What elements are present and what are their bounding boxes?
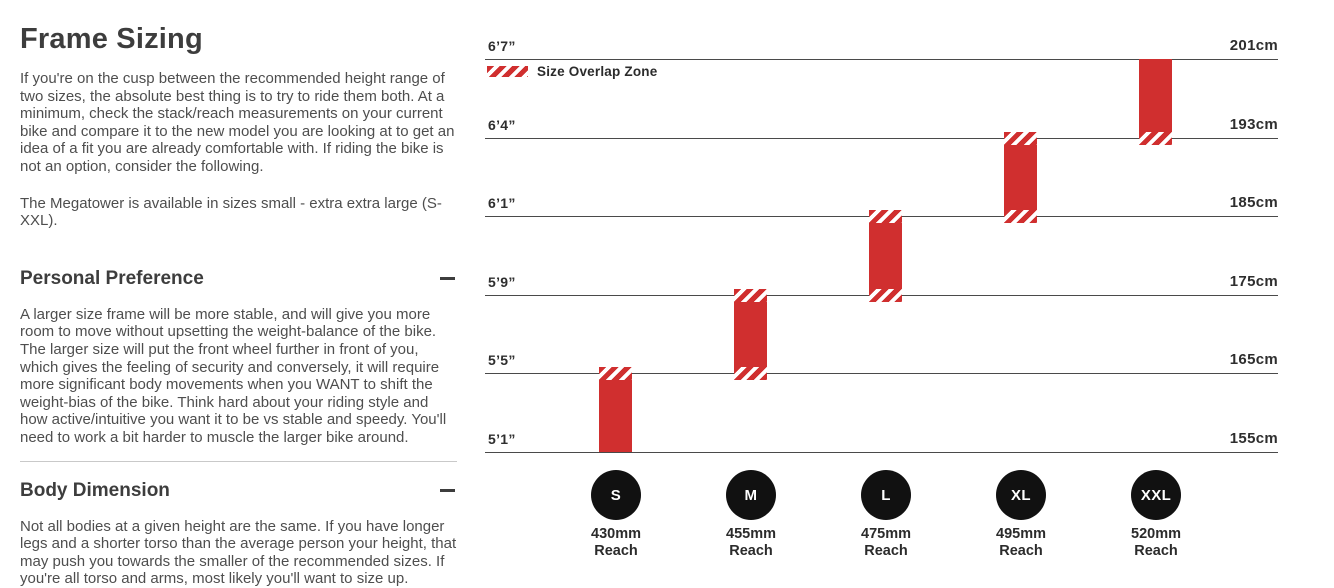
height-label-ft: 6’7” xyxy=(488,38,516,54)
height-label-cm: 155cm xyxy=(1229,430,1278,447)
section-title-body-dimension: Body Dimension xyxy=(20,479,170,501)
collapse-minus-icon[interactable] xyxy=(440,277,455,281)
height-label-ft: 5’1” xyxy=(488,431,516,447)
reach-caption: Reach xyxy=(999,542,1043,559)
bar-solid xyxy=(1139,59,1172,132)
overlap-zone-top xyxy=(1004,132,1037,145)
height-gridline xyxy=(485,452,1278,453)
reach-value: 495mm xyxy=(996,526,1046,542)
reach-value: 475mm xyxy=(861,526,911,542)
reach-value: 430mm xyxy=(591,526,641,542)
section-divider xyxy=(20,460,457,462)
reach-label-xl: 495mm Reach xyxy=(976,526,1066,559)
size-circle-xxl: XXL xyxy=(1131,470,1181,520)
overlap-zone-top xyxy=(869,210,902,223)
reach-label-l: 475mm Reach xyxy=(841,526,931,559)
reach-value: 455mm xyxy=(726,526,776,542)
height-label-ft: 6’4” xyxy=(488,117,516,133)
height-label-ft: 5’9” xyxy=(488,274,516,290)
overlap-zone-bottom xyxy=(1004,210,1037,223)
collapse-minus-icon[interactable] xyxy=(440,489,455,492)
height-label-ft: 6’1” xyxy=(488,195,516,211)
reach-caption: Reach xyxy=(729,542,773,559)
height-label-cm: 165cm xyxy=(1229,351,1278,368)
intro-paragraph: If you're on the cusp between the recomm… xyxy=(20,70,455,175)
legend-label: Size Overlap Zone xyxy=(537,64,658,79)
reach-caption: Reach xyxy=(594,542,638,559)
content-column: Frame Sizing If you're on the cusp betwe… xyxy=(20,0,457,588)
reach-label-xxl: 520mm Reach xyxy=(1111,526,1201,559)
section-header-body-dimension[interactable]: Body Dimension xyxy=(20,480,457,502)
height-label-cm: 185cm xyxy=(1229,194,1278,211)
size-circle-l: L xyxy=(861,470,911,520)
size-bar-s xyxy=(599,367,632,452)
size-bar-xxl xyxy=(1139,59,1172,145)
size-bar-l xyxy=(869,210,902,302)
reach-value: 520mm xyxy=(1131,526,1181,542)
overlap-zone-bottom xyxy=(1139,132,1172,145)
size-bar-m xyxy=(734,289,767,380)
size-circle-xl: XL xyxy=(996,470,1046,520)
height-label-ft: 5’5” xyxy=(488,352,516,368)
height-label-cm: 201cm xyxy=(1229,37,1278,54)
height-label-cm: 175cm xyxy=(1229,273,1278,290)
personal-preference-paragraph: A larger size frame will be more stable,… xyxy=(20,305,447,446)
reach-caption: Reach xyxy=(864,542,908,559)
chart-legend: Size Overlap Zone xyxy=(487,64,657,79)
size-bar-xl xyxy=(1004,132,1037,223)
reach-caption: Reach xyxy=(1134,542,1178,559)
height-gridline xyxy=(485,138,1278,139)
height-label-cm: 193cm xyxy=(1229,116,1278,133)
availability-paragraph: The Megatower is available in sizes smal… xyxy=(20,194,442,230)
height-gridline xyxy=(485,373,1278,374)
bar-solid xyxy=(869,223,902,289)
bar-solid xyxy=(1004,145,1037,210)
reach-label-m: 455mm Reach xyxy=(706,526,796,559)
section-header-personal-preference[interactable]: Personal Preference xyxy=(20,268,457,290)
size-circle-s: S xyxy=(591,470,641,520)
overlap-zone-top xyxy=(734,289,767,302)
overlap-hatch-swatch-icon xyxy=(487,66,528,77)
section-title-personal-preference: Personal Preference xyxy=(20,267,204,289)
size-circle-m: M xyxy=(726,470,776,520)
overlap-zone-bottom xyxy=(734,367,767,380)
reach-label-s: 430mm Reach xyxy=(571,526,661,559)
height-gridline xyxy=(485,59,1278,60)
overlap-zone-bottom xyxy=(869,289,902,302)
overlap-zone-top xyxy=(599,367,632,380)
bar-solid xyxy=(599,380,632,452)
bar-solid xyxy=(734,302,767,367)
page-title: Frame Sizing xyxy=(20,23,203,55)
